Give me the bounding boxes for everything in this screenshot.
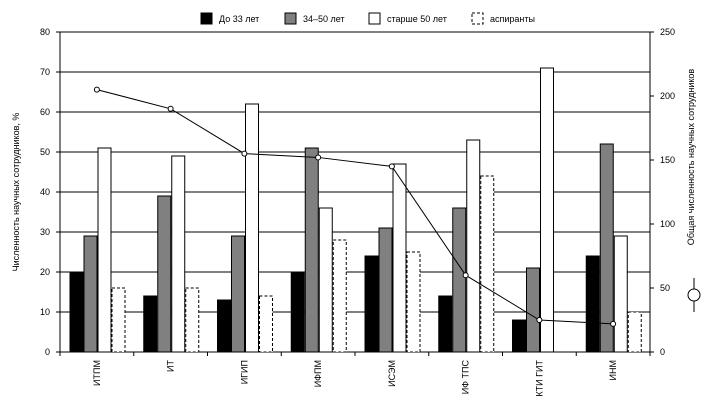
- y2-tick-label: 100: [660, 219, 675, 229]
- bar: [540, 67, 554, 353]
- y-tick-label: 60: [40, 107, 50, 117]
- bar: [613, 235, 628, 353]
- line-point: [388, 163, 395, 170]
- y2-tick-label: 0: [660, 347, 665, 357]
- bar: [304, 147, 319, 353]
- legend-swatch: [284, 12, 297, 25]
- x-tick-label: ИНМ: [608, 360, 618, 380]
- legend-label: аспиранты: [490, 14, 535, 24]
- bar: [318, 207, 333, 353]
- x-tick-label: ИГИП: [239, 360, 249, 384]
- x-tick-label: ИСЭМ: [387, 360, 397, 387]
- bar: [480, 175, 495, 353]
- bar: [259, 295, 273, 353]
- y2-tick-label: 250: [660, 27, 675, 37]
- line-point: [167, 105, 174, 112]
- line-point: [462, 272, 469, 279]
- bar: [231, 235, 245, 353]
- bar: [69, 271, 84, 353]
- y-tick-label: 20: [40, 267, 50, 277]
- y2-axis-label: Общая численность научных сотрудников: [686, 69, 696, 246]
- x-tick-label: ИФ ТПС: [461, 360, 471, 395]
- y2-legend-marker: [687, 278, 701, 312]
- legend: До 33 лет 34–50 лет старше 50 лет аспиранты: [200, 12, 535, 25]
- y-tick-label: 50: [40, 147, 50, 157]
- legend-label: До 33 лет: [219, 14, 259, 24]
- line-point: [93, 86, 100, 93]
- bar: [627, 311, 642, 353]
- legend-swatch: [471, 12, 484, 25]
- bar: [392, 163, 407, 353]
- y-tick-label: 0: [45, 347, 50, 357]
- bar: [245, 103, 259, 353]
- x-tick-label: ИФПМ: [313, 360, 323, 387]
- bar: [171, 155, 186, 353]
- bar: [526, 267, 540, 353]
- line-path: [96, 89, 614, 325]
- y2-tick-label: 50: [660, 283, 670, 293]
- legend-label: старше 50 лет: [387, 14, 447, 24]
- bar: [97, 147, 112, 353]
- x-tick-label: КТИ ГИТ: [534, 360, 544, 397]
- x-tick-label: ИТПМ: [92, 360, 102, 386]
- line-series: [93, 86, 617, 327]
- y-tick-label: 40: [40, 187, 50, 197]
- bar: [466, 139, 481, 353]
- legend-swatch: [368, 12, 381, 25]
- bar: [585, 255, 600, 353]
- bar: [111, 287, 126, 353]
- bar: [332, 239, 347, 353]
- bar: [157, 195, 172, 353]
- y-tick-label: 80: [40, 27, 50, 37]
- line-point: [315, 154, 322, 161]
- bar: [438, 295, 453, 353]
- bar: [378, 227, 393, 353]
- axes: [56, 31, 654, 356]
- legend-swatch: [200, 12, 213, 25]
- x-tick-label: ИТ: [166, 360, 176, 372]
- bar: [290, 271, 305, 353]
- bars: [69, 67, 642, 353]
- bar: [185, 287, 200, 353]
- y2-tick-label: 200: [660, 91, 675, 101]
- line-point: [241, 150, 248, 157]
- y2-tick-label: 150: [660, 155, 675, 165]
- line-point: [536, 317, 543, 323]
- bar: [452, 207, 467, 353]
- legend-label: 34–50 лет: [303, 14, 345, 24]
- bar: [364, 255, 379, 353]
- bar: [406, 251, 421, 353]
- bar: [599, 143, 614, 353]
- bar: [143, 295, 158, 353]
- y-tick-label: 10: [40, 307, 50, 317]
- bar: [83, 235, 98, 353]
- bar: [217, 299, 231, 353]
- tick-labels: 0 10 20 30 40 50 60 70 80 0 50 100 150 200 250 ИТПМ ИТ ИГ…: [40, 27, 675, 397]
- line-point: [610, 320, 617, 327]
- y-axis-label: Численность научных сотрудников, %: [11, 113, 21, 272]
- y-tick-label: 30: [40, 227, 50, 237]
- bar: [512, 319, 526, 353]
- y-tick-label: 70: [40, 67, 50, 77]
